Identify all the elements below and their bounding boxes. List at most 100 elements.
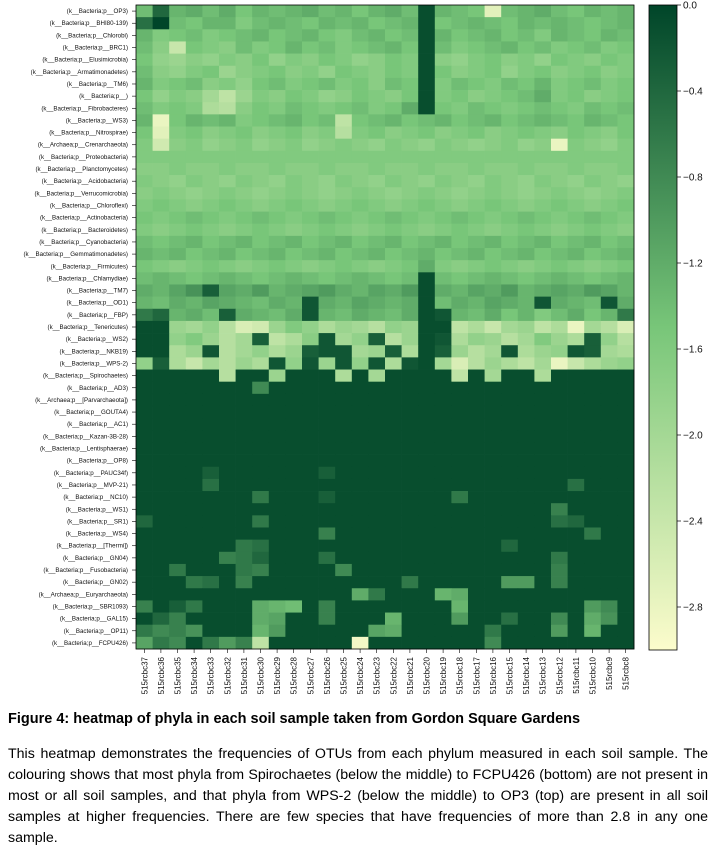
heatmap-cell <box>501 162 519 176</box>
column-label: 515rcbc14 <box>522 656 531 694</box>
heatmap-cell <box>567 138 585 152</box>
heatmap-cells <box>136 5 635 650</box>
heatmap-cell <box>136 126 153 140</box>
heatmap-cell <box>368 102 386 115</box>
heatmap-cell <box>401 126 419 140</box>
heatmap-cell <box>219 211 236 225</box>
heatmap-cell <box>517 320 535 334</box>
heatmap-cell <box>401 491 419 504</box>
heatmap-cell <box>268 248 286 261</box>
heatmap-cell <box>517 260 535 273</box>
heatmap-cell <box>318 211 336 225</box>
heatmap-cell <box>484 636 502 650</box>
heatmap-cell <box>584 114 602 127</box>
heatmap-cell <box>335 53 353 67</box>
heatmap-cell <box>551 248 568 261</box>
heatmap-cell <box>351 418 369 431</box>
heatmap-cell <box>584 308 602 322</box>
figure-caption-body: This heatmap demonstrates the frequencie… <box>8 746 708 846</box>
heatmap-cell <box>501 223 519 237</box>
heatmap-cell <box>268 102 286 115</box>
heatmap-cell <box>418 284 436 297</box>
heatmap-cell <box>152 418 170 431</box>
heatmap-cell <box>285 612 303 626</box>
heatmap-cell <box>385 405 402 419</box>
heatmap-cell <box>169 5 187 18</box>
heatmap-cell <box>385 308 402 322</box>
heatmap-cell <box>285 53 303 67</box>
heatmap-cell <box>468 393 485 407</box>
column-label: 515rcbc16 <box>489 656 498 694</box>
heatmap-cell <box>600 369 618 383</box>
heatmap-cell <box>285 17 303 30</box>
heatmap-cell <box>418 430 436 443</box>
heatmap-cell <box>302 29 319 42</box>
heatmap-cell <box>351 588 369 601</box>
heatmap-cell <box>185 320 203 334</box>
heatmap-cell <box>501 454 519 468</box>
heatmap-cell <box>368 357 386 370</box>
heatmap-cell <box>567 624 585 638</box>
row-label: (k__Bacteria;p__SR1) <box>67 518 128 525</box>
heatmap-cell <box>318 418 336 431</box>
heatmap-cell <box>418 199 436 212</box>
heatmap-cell <box>617 405 635 419</box>
heatmap-cell <box>401 539 419 553</box>
heatmap-cell <box>600 381 618 395</box>
heatmap-cell <box>567 308 585 322</box>
heatmap-cell <box>534 284 552 297</box>
heatmap-cell <box>468 5 485 18</box>
heatmap-cell <box>169 320 187 334</box>
heatmap-cell <box>468 418 485 431</box>
heatmap-cell <box>501 248 519 261</box>
heatmap-cell <box>418 345 436 358</box>
heatmap-cell <box>235 333 253 346</box>
heatmap-cell <box>252 588 270 601</box>
heatmap-cell <box>318 381 336 395</box>
heatmap-cell <box>285 430 303 443</box>
heatmap-cell <box>551 102 568 115</box>
heatmap-cell <box>434 211 452 225</box>
heatmap-cell <box>302 636 319 650</box>
row-label: (k__Archaea;p__Euryarchaeota) <box>39 591 128 598</box>
heatmap-cell <box>600 199 618 212</box>
heatmap-cell <box>335 333 353 346</box>
heatmap-cell <box>385 636 402 650</box>
heatmap-cell <box>185 381 203 395</box>
heatmap-cell <box>219 102 236 115</box>
heatmap-cell <box>335 284 353 297</box>
heatmap-cell <box>335 600 353 613</box>
heatmap-cell <box>136 53 153 67</box>
heatmap-cell <box>351 114 369 127</box>
heatmap-cell <box>385 223 402 237</box>
heatmap-cell <box>252 65 270 79</box>
heatmap-cell <box>385 381 402 395</box>
heatmap-cell <box>335 405 353 419</box>
heatmap-cell <box>152 624 170 638</box>
heatmap-cell <box>152 478 170 492</box>
heatmap-cell <box>584 381 602 395</box>
heatmap-cell <box>434 150 452 164</box>
heatmap-cell <box>285 527 303 540</box>
heatmap-cell <box>136 102 153 115</box>
heatmap-cell <box>484 466 502 480</box>
heatmap-cell <box>451 126 469 140</box>
heatmap-cell <box>551 466 568 480</box>
heatmap-cell <box>285 5 303 18</box>
heatmap-cell <box>600 478 618 492</box>
heatmap-cell <box>219 90 236 103</box>
heatmap-cell <box>202 114 220 127</box>
heatmap-cell <box>152 466 170 480</box>
heatmap-cell <box>434 466 452 480</box>
heatmap-cell <box>285 187 303 200</box>
heatmap-cell <box>617 175 635 188</box>
column-label: 515rcbc11 <box>572 656 581 693</box>
colorbar-tick-label: −1.2 <box>683 259 703 270</box>
heatmap-cell <box>451 600 469 613</box>
heatmap-cell <box>152 248 170 261</box>
heatmap-cell <box>368 466 386 480</box>
heatmap-cell <box>169 114 187 127</box>
heatmap-cell <box>401 466 419 480</box>
row-label: (k__Bacteria;p__GN02) <box>63 579 128 586</box>
heatmap-cell <box>385 393 402 407</box>
